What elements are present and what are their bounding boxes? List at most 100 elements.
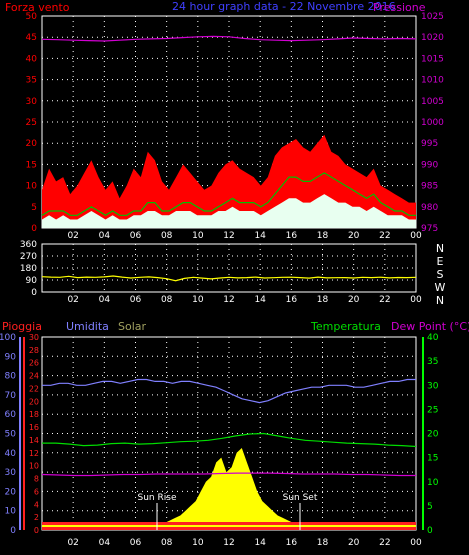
wind-tick-15: 15 [26, 160, 37, 170]
temp-tick-40: 40 [427, 333, 439, 343]
wind-tick-5: 5 [31, 203, 37, 213]
rain-tick-6: 6 [34, 487, 39, 496]
x-tick-label-00: 00 [410, 538, 422, 548]
temperature-line [42, 432, 417, 448]
x-tick-label-18: 18 [317, 295, 329, 305]
x-tick-label-06: 06 [130, 295, 142, 305]
pressure-tick-1010: 1010 [421, 76, 444, 86]
rain-tick-10: 10 [29, 462, 39, 471]
wind-tick-30: 30 [26, 97, 38, 107]
humidity-tick-30: 30 [5, 468, 17, 478]
x-tick-label-00: 00 [410, 231, 422, 241]
x-tick-label-06: 06 [130, 538, 142, 548]
humidity-tick-0: 0 [10, 526, 16, 536]
x-tick-label-22: 22 [379, 295, 390, 305]
rain-tick-28: 28 [29, 346, 39, 355]
x-tick-label-10: 10 [192, 295, 204, 305]
humidity-tick-80: 80 [5, 372, 17, 382]
solar-label: Solar [118, 320, 147, 333]
wind-tick-10: 10 [26, 182, 38, 192]
direction-tick-270: 270 [20, 252, 37, 262]
rain-label: Pioggia [2, 320, 42, 333]
pressure-tick-1020: 1020 [421, 33, 444, 43]
x-tick-label-20: 20 [348, 231, 360, 241]
panel3: 0102030405060708090100024681012141618202… [0, 333, 439, 548]
humidity-tick-10: 10 [5, 507, 17, 517]
humidity-label: Umidita [66, 320, 109, 333]
pressure-tick-1025: 1025 [421, 12, 444, 22]
x-tick-label-08: 08 [161, 231, 173, 241]
compass-tick-S-2: S [437, 268, 444, 281]
compass-tick-W-3: W [435, 281, 446, 294]
rain-tick-14: 14 [29, 436, 39, 445]
temp-tick-15: 15 [427, 454, 438, 464]
temp-tick-10: 10 [427, 478, 439, 488]
temp-tick-30: 30 [427, 381, 439, 391]
x-tick-label-18: 18 [317, 538, 329, 548]
wind-tick-40: 40 [26, 54, 38, 64]
humidity-tick-20: 20 [5, 487, 17, 497]
compass-tick-N-0: N [436, 242, 444, 255]
compass-tick-N-4: N [436, 294, 444, 307]
x-tick-label-14: 14 [254, 295, 266, 305]
x-tick-label-18: 18 [317, 231, 329, 241]
pressure-axis-title: Pressione [373, 1, 426, 14]
x-tick-label-14: 14 [254, 538, 266, 548]
pressure-tick-1015: 1015 [421, 54, 444, 64]
rain-tick-0: 0 [34, 526, 39, 535]
humidity-tick-70: 70 [5, 391, 17, 401]
x-tick-label-16: 16 [286, 538, 298, 548]
pressure-tick-1005: 1005 [421, 97, 444, 107]
x-tick-label-04: 04 [99, 538, 111, 548]
wind-tick-20: 20 [26, 139, 38, 149]
pressure-tick-985: 985 [421, 182, 438, 192]
humidity-tick-40: 40 [5, 449, 17, 459]
humidity-tick-50: 50 [5, 430, 17, 440]
humidity-tick-100: 100 [0, 333, 16, 343]
x-tick-label-08: 08 [161, 295, 173, 305]
x-tick-label-08: 08 [161, 538, 173, 548]
wind-tick-35: 35 [26, 76, 37, 86]
rain-tick-22: 22 [29, 384, 39, 393]
rain-tick-2: 2 [34, 513, 39, 522]
rain-tick-18: 18 [29, 410, 39, 419]
wind-tick-25: 25 [26, 118, 37, 128]
humidity-tick-90: 90 [5, 352, 17, 362]
wind-axis-title: Forza vento [5, 1, 70, 14]
compass-tick-E-1: E [437, 255, 444, 268]
x-tick-label-04: 04 [99, 295, 111, 305]
rain-tick-8: 8 [34, 475, 39, 484]
x-tick-label-20: 20 [348, 295, 360, 305]
x-tick-label-22: 22 [379, 231, 390, 241]
wind-tick-0: 0 [31, 224, 37, 234]
rain-tick-24: 24 [29, 372, 39, 381]
rain-tick-20: 20 [29, 397, 39, 406]
humidity-tick-60: 60 [5, 410, 17, 420]
wind-tick-45: 45 [26, 33, 37, 43]
direction-line [41, 275, 417, 282]
pressure-tick-980: 980 [421, 203, 438, 213]
wind-average-line [41, 172, 416, 217]
sunrise-label: Sun Rise [138, 493, 177, 503]
x-tick-label-02: 02 [67, 231, 78, 241]
x-tick-label-10: 10 [192, 231, 204, 241]
rain-yellow-stripe [42, 525, 416, 527]
dewpoint-label: Dew Point (°C) [391, 320, 469, 333]
pressure-tick-975: 975 [421, 224, 438, 234]
x-tick-label-12: 12 [223, 231, 234, 241]
temp-tick-5: 5 [427, 502, 433, 512]
wind-low-area [42, 194, 416, 228]
dewpoint-line [41, 472, 416, 477]
humidity-line [42, 378, 416, 404]
solar-area [42, 448, 416, 530]
rain-tick-30: 30 [29, 333, 39, 342]
sunset-label: Sun Set [283, 493, 318, 503]
temp-tick-0: 0 [427, 526, 433, 536]
x-tick-label-12: 12 [223, 538, 234, 548]
temp-tick-35: 35 [427, 357, 438, 367]
direction-tick-360: 360 [20, 240, 37, 250]
pressure-tick-990: 990 [421, 160, 438, 170]
rain-tick-26: 26 [29, 359, 39, 368]
